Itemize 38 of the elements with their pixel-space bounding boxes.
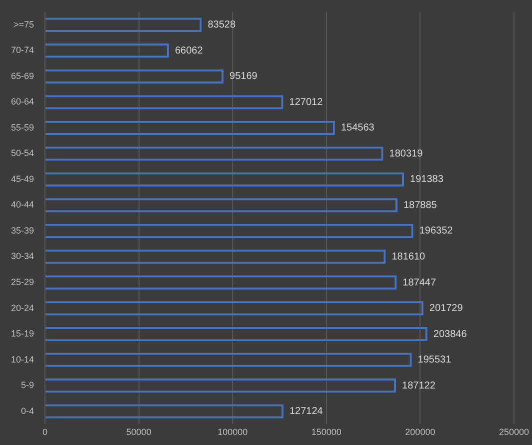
y-tick-label: >=75 [13, 19, 34, 30]
data-label: 187885 [403, 200, 438, 211]
data-label: 187447 [402, 277, 436, 288]
y-tick-label: 0-4 [21, 406, 34, 416]
data-label: 66062 [174, 45, 204, 56]
y-tick-label: 65-69 [10, 70, 34, 81]
data-label: 154563 [340, 122, 375, 134]
data-label: 127012 [289, 96, 324, 108]
y-tick-label: 25-29 [10, 276, 34, 287]
x-tick-label: 200000 [405, 427, 436, 438]
y-tick-label: 30-34 [10, 251, 34, 262]
y-tick-label: 70-74 [10, 45, 34, 56]
y-tick-label: 60-64 [10, 96, 34, 107]
y-tick-label: 45-49 [10, 174, 34, 184]
data-label: 201729 [429, 303, 464, 314]
y-tick-label: 20-24 [10, 302, 34, 313]
data-label: 181610 [392, 251, 426, 262]
data-label: 180319 [389, 148, 424, 160]
data-label: 83528 [208, 20, 236, 31]
data-label: 127124 [289, 406, 324, 418]
data-label: 191383 [410, 174, 444, 186]
x-tick-label: 150000 [311, 427, 342, 438]
y-tick-label: 5-9 [21, 380, 34, 390]
y-tick-label: 35-39 [10, 225, 34, 236]
x-tick-label: 250000 [498, 427, 530, 438]
y-tick-label: 15-19 [10, 328, 34, 339]
y-tick-label: 55-59 [10, 122, 34, 132]
y-tick-label: 40-44 [10, 200, 34, 210]
y-tick-label: 10-14 [10, 354, 34, 364]
x-tick-label: 100000 [218, 427, 248, 438]
data-label: 196352 [419, 226, 454, 237]
x-tick-label: 0 [42, 427, 48, 438]
data-label: 95169 [230, 71, 258, 82]
data-label: 203846 [433, 328, 468, 340]
x-tick-label: 50000 [126, 427, 152, 438]
data-label: 187122 [402, 380, 436, 392]
y-tick-label: 50-54 [10, 148, 34, 158]
data-label: 195531 [418, 354, 452, 366]
